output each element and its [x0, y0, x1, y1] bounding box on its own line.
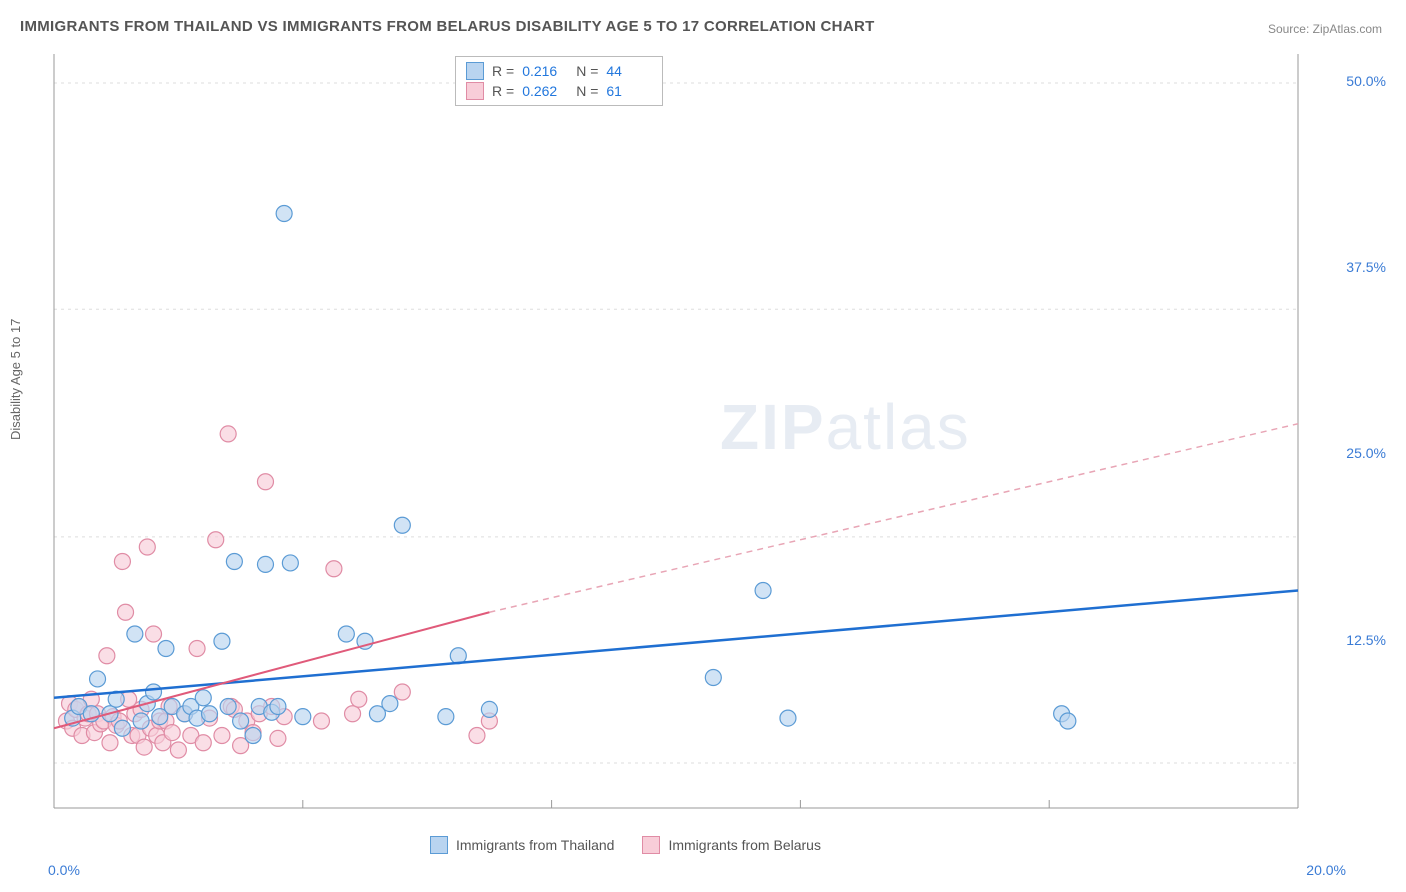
y-tick-label: 37.5% [1346, 259, 1386, 275]
x-tick-label: 20.0% [1306, 862, 1346, 878]
swatch-belarus [466, 82, 484, 100]
n-label: N = [576, 63, 598, 79]
stats-row-thailand: R = 0.216 N = 44 [466, 61, 652, 81]
y-tick-label: 12.5% [1346, 632, 1386, 648]
stats-legend: R = 0.216 N = 44 R = 0.262 N = 61 [455, 56, 663, 106]
plot-svg [48, 48, 1348, 824]
r-label: R = [492, 83, 514, 99]
n-value: 61 [606, 83, 652, 99]
legend-label: Immigrants from Belarus [668, 837, 820, 853]
n-value: 44 [606, 63, 652, 79]
stats-row-belarus: R = 0.262 N = 61 [466, 81, 652, 101]
swatch-thailand [466, 62, 484, 80]
y-axis-label: Disability Age 5 to 17 [8, 319, 23, 440]
scatter-plot [48, 48, 1348, 824]
swatch-thailand [430, 836, 448, 854]
y-tick-label: 25.0% [1346, 445, 1386, 461]
series-legend: Immigrants from Thailand Immigrants from… [430, 836, 821, 854]
source-attribution: Source: ZipAtlas.com [1268, 22, 1382, 36]
legend-item-thailand: Immigrants from Thailand [430, 836, 614, 854]
x-tick-label: 0.0% [48, 862, 80, 878]
r-label: R = [492, 63, 514, 79]
n-label: N = [576, 83, 598, 99]
r-value: 0.216 [522, 63, 568, 79]
chart-title: IMMIGRANTS FROM THAILAND VS IMMIGRANTS F… [20, 18, 875, 35]
r-value: 0.262 [522, 83, 568, 99]
legend-item-belarus: Immigrants from Belarus [642, 836, 820, 854]
legend-label: Immigrants from Thailand [456, 837, 614, 853]
swatch-belarus [642, 836, 660, 854]
y-tick-label: 50.0% [1346, 73, 1386, 89]
